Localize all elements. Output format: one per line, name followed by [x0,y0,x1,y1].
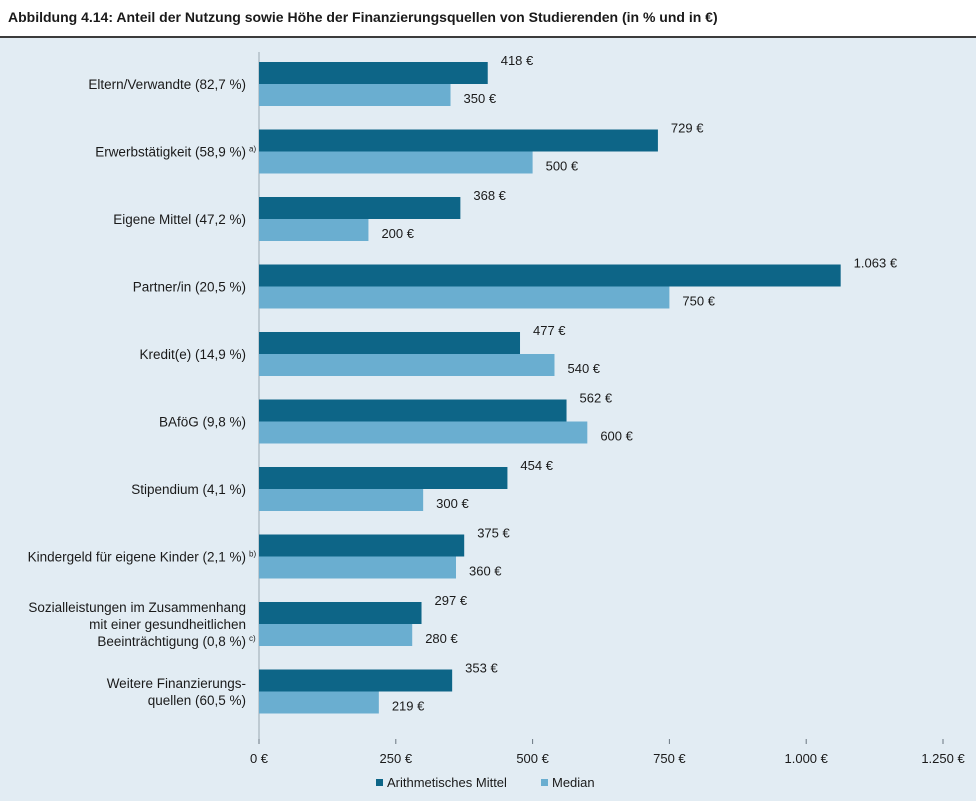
data-label-median: 600 € [600,429,633,444]
bar-median [259,489,424,511]
category-label-line: Beeinträchtigung (0,8 %) [97,634,246,649]
category-label: Kindergeld für eigene Kinder (2,1 %) [28,550,246,565]
data-label-mean: 297 € [435,593,468,608]
bar-mean [259,197,461,219]
title-bar: Abbildung 4.14: Anteil der Nutzung sowie… [0,0,976,38]
data-label-mean: 418 € [501,53,534,68]
legend-swatch [541,779,548,786]
category-label-line: Eigene Mittel (47,2 %) [113,212,246,227]
data-label-median: 280 € [425,631,458,646]
category-label-line: Kredit(e) (14,9 %) [139,347,246,362]
bar-median [259,421,588,444]
legend-label: Median [552,775,595,790]
category-label: Erwerbstätigkeit (58,9 %) [95,145,246,160]
data-label-mean: 375 € [477,526,510,541]
x-tick-label: 1.250 € [921,751,965,766]
bar-mean [259,62,488,84]
category-label: Eltern/Verwandte (82,7 %) [88,77,246,92]
bar-mean [259,602,422,624]
bar-median [259,556,456,579]
data-label-median: 200 € [381,226,414,241]
category-label-line: mit einer gesundheitlichen [89,617,246,632]
bar-mean [259,534,465,557]
bar-mean [259,669,453,692]
category-label-line: Eltern/Verwandte (82,7 %) [88,77,246,92]
chart-panel: Eltern/Verwandte (82,7 %) 418 € 350 € Erwer… [0,38,976,801]
legend-swatch [376,779,383,786]
bar-median [259,151,533,174]
bar-mean [259,399,567,422]
data-label-mean: 729 € [671,121,704,136]
footnote-marker: a) [249,145,256,154]
data-label-mean: 1.063 € [854,256,898,271]
data-label-mean: 353 € [465,661,498,676]
category-label: Eigene Mittel (47,2 %) [113,212,246,227]
category-label: Sozialleistungen im Zusammenhang mit eine… [28,600,246,649]
category-label-line: Partner/in (20,5 %) [133,280,246,295]
category-label-line: Kindergeld für eigene Kinder (2,1 %) [28,550,246,565]
legend-label: Arithmetisches Mittel [387,775,507,790]
data-label-median: 540 € [567,361,600,376]
category-label-line: quellen (60,5 %) [148,693,246,708]
data-label-median: 360 € [469,564,502,579]
footnote-marker: c) [249,634,256,643]
category-label-line: Erwerbstätigkeit (58,9 %) [95,145,246,160]
category-label: Kredit(e) (14,9 %) [139,347,246,362]
category-label-line: BAföG (9,8 %) [159,415,246,430]
x-tick-label: 750 € [653,751,686,766]
category-label-line: Stipendium (4,1 %) [131,482,246,497]
bar-mean [259,264,841,287]
bar-chart: Eltern/Verwandte (82,7 %) 418 € 350 € Erwer… [28,52,965,790]
x-tick-label: 250 € [380,751,413,766]
data-label-median: 300 € [436,496,469,511]
category-label-line: Sozialleistungen im Zusammenhang [28,600,246,615]
category-label: Stipendium (4,1 %) [131,482,246,497]
category-label-line: Weitere Finanzierungs- [107,676,246,691]
bar-mean [259,467,508,489]
data-label-mean: 368 € [473,188,506,203]
bar-mean [259,332,521,354]
bar-mean [259,129,658,152]
category-label: Partner/in (20,5 %) [133,280,246,295]
chart-title: Abbildung 4.14: Anteil der Nutzung sowie… [8,9,718,25]
data-label-mean: 562 € [580,391,613,406]
bar-median [259,624,413,646]
footnote-marker: b) [249,550,256,559]
bar-median [259,691,379,714]
category-label: Weitere Finanzierungs-quellen (60,5 %) [107,676,246,708]
data-label-median: 350 € [464,91,497,106]
category-label: BAföG (9,8 %) [159,415,246,430]
bar-median [259,286,670,309]
x-tick-label: 0 € [250,751,269,766]
data-label-median: 750 € [682,294,715,309]
data-label-mean: 477 € [533,323,566,338]
data-label-mean: 454 € [520,458,553,473]
data-label-median: 219 € [392,699,425,714]
x-tick-label: 500 € [516,751,549,766]
bar-median [259,354,555,376]
data-label-median: 500 € [546,159,579,174]
x-tick-label: 1.000 € [785,751,829,766]
bar-median [259,84,451,106]
bar-median [259,219,369,241]
